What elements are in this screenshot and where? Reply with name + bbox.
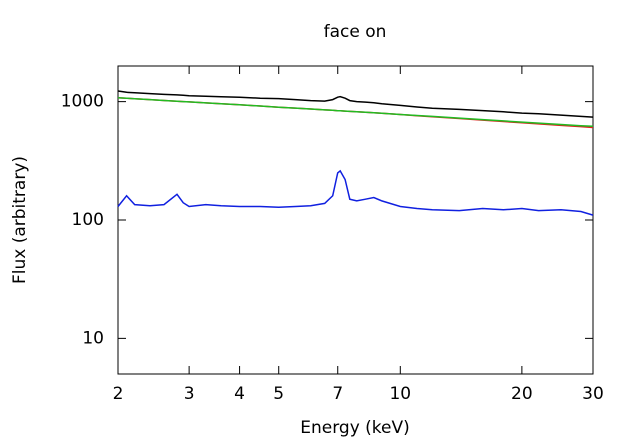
x-tick-label: 4 [234, 384, 245, 404]
x-axis-label: Energy (keV) [300, 418, 410, 438]
y-axis-label: Flux (arbitrary) [10, 156, 30, 284]
x-tick-label: 5 [273, 384, 284, 404]
series-line [117, 96, 594, 127]
chart-title: face on [324, 22, 387, 42]
x-tick-label: 2 [113, 384, 124, 404]
y-tick-label: 1000 [61, 92, 104, 112]
x-tick-label: 10 [389, 384, 411, 404]
y-tick-label: 10 [82, 328, 104, 348]
x-tick-label: 7 [332, 384, 343, 404]
x-tick-label: 30 [582, 384, 604, 404]
x-tick-label: 3 [184, 384, 195, 404]
series-line [117, 169, 594, 216]
series-line [117, 90, 594, 118]
x-tick-label: 20 [511, 384, 533, 404]
y-tick-label: 100 [72, 210, 104, 230]
